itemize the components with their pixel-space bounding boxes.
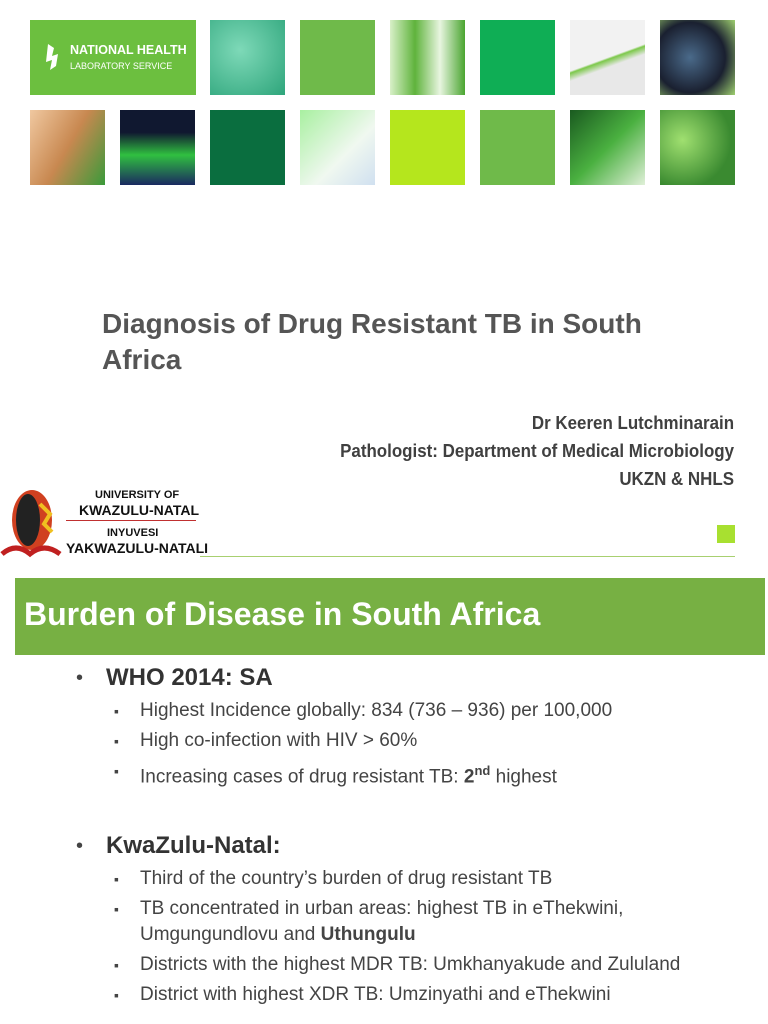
- divider: [66, 520, 196, 521]
- tile: [480, 20, 555, 95]
- logo-text: LABORATORY SERVICE: [70, 61, 173, 71]
- logo-text: NATIONAL HEALTH: [70, 43, 187, 57]
- ukzn-text: YAKWAZULU-NATALI: [66, 540, 209, 556]
- presenter: Pathologist: Department of Medical Micro…: [340, 441, 734, 461]
- sub-bullet: Highest Incidence globally: 834 (736 – 9…: [76, 698, 696, 724]
- text-run: District with highest XDR TB: Umzinyathi…: [140, 984, 611, 1006]
- ukzn-text: UNIVERSITY OF: [95, 489, 180, 501]
- sub-bullet: TB concentrated in urban areas: highest …: [76, 896, 696, 948]
- rule: [200, 556, 735, 557]
- tile: [570, 20, 645, 95]
- accent-square: [717, 525, 735, 543]
- text-run: Increasing cases of drug resistant TB:: [140, 766, 464, 788]
- bullet: KwaZulu-Natal:: [76, 830, 696, 862]
- text-run: 2: [463, 766, 475, 788]
- tile: [480, 110, 555, 185]
- sub-bullet: District with highest XDR TB: Umzinyathi…: [76, 982, 696, 1008]
- tile: [210, 20, 285, 95]
- slide-title: Burden of Disease in South Africa: [24, 596, 541, 632]
- spacer: [76, 794, 696, 830]
- text-run: Highest Incidence globally: 834 (736 – 9…: [140, 700, 613, 721]
- tile: [210, 110, 285, 185]
- bullet-list: WHO 2014: SA Highest Incidence globally: …: [76, 662, 696, 1012]
- tile: [300, 110, 375, 185]
- bullet: WHO 2014: SA: [76, 662, 696, 694]
- tile: [30, 110, 105, 185]
- text-run: highest: [490, 766, 557, 788]
- tile: [390, 20, 465, 95]
- slide-title: Diagnosis of Drug Resistant TB in South …: [102, 308, 642, 375]
- tile: [120, 110, 195, 185]
- text-run: Uthungulu: [320, 924, 416, 946]
- ukzn-text: INYUVESI: [107, 527, 159, 539]
- tile: [660, 20, 735, 95]
- text-run: nd: [474, 763, 491, 778]
- tile: [660, 110, 735, 185]
- header-band: Burden of Disease in South Africa: [15, 578, 765, 655]
- presenter: UKZN & NHLS: [619, 469, 734, 489]
- sub-bullet: Districts with the highest MDR TB: Umkha…: [76, 952, 696, 978]
- presenter: Dr Keeren Lutchminarain: [531, 413, 734, 433]
- sub-bullet: Third of the country’s burden of drug re…: [76, 866, 696, 892]
- logo-icon: [46, 44, 58, 70]
- tile: [300, 20, 375, 95]
- text-run: TB concentrated in urban areas: highest …: [140, 898, 624, 946]
- tile: [390, 110, 465, 185]
- ukzn-emblem: [0, 490, 62, 558]
- text-run: Districts with the highest MDR TB: Umkha…: [140, 954, 681, 976]
- sub-bullet: Increasing cases of drug resistant TB: 2…: [76, 758, 696, 790]
- text-run: High co-infection with HIV > 60%: [140, 730, 418, 751]
- nhls-logo: NATIONAL HEALTH LABORATORY SERVICE: [30, 20, 196, 95]
- sub-bullet: High co-infection with HIV > 60%: [76, 728, 696, 754]
- tile: [570, 110, 645, 185]
- ukzn-text: KWAZULU-NATAL: [79, 502, 200, 518]
- text-run: Third of the country’s burden of drug re…: [140, 868, 553, 890]
